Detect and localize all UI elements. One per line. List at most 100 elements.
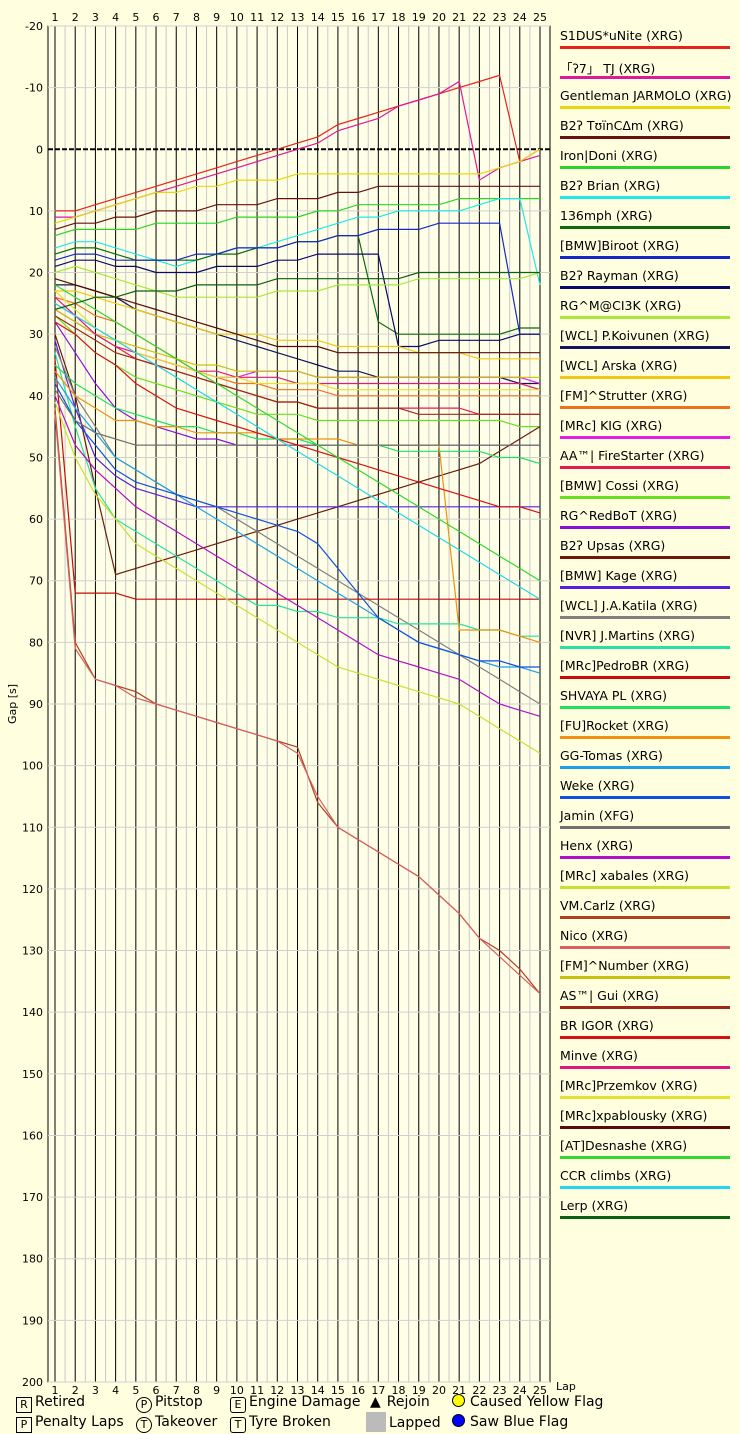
series-line xyxy=(54,352,540,637)
series-line xyxy=(54,302,541,600)
key-retired-label: Retired xyxy=(35,1394,86,1410)
series-line xyxy=(54,321,541,514)
legend-label: [MRc] xabales (XRG) xyxy=(560,868,690,883)
legend-swatch xyxy=(560,616,730,619)
legend-swatch xyxy=(560,106,730,109)
legend-label: [MRc]PedroBR (XRG) xyxy=(560,658,690,673)
x-tick-bottom: 12 xyxy=(270,1384,284,1397)
legend-label: 136mph (XRG) xyxy=(560,208,653,223)
x-tick-bottom: 24 xyxy=(513,1384,527,1397)
legend-item: Jamin (XFG) xyxy=(560,808,732,838)
x-tick-top: 3 xyxy=(92,11,99,24)
y-tick-labels: -20 -10 0 10 20 30 40 50 60 70 80 90 100 110 120 130 140… xyxy=(22,20,43,1389)
legend-label: S1DUS*uNite (XRG) xyxy=(560,28,683,43)
y-tick: 170 xyxy=(22,1191,43,1204)
legend-swatch xyxy=(560,676,730,679)
series-line xyxy=(54,395,541,717)
y-tick: 100 xyxy=(22,760,43,773)
legend-item: AS™| Gui (XRG) xyxy=(560,988,732,1018)
legend-label: Lerp (XRG) xyxy=(560,1198,629,1213)
x-tick-top: 7 xyxy=(173,11,180,24)
y-tick: 50 xyxy=(29,451,43,464)
legend-label: Minve (XRG) xyxy=(560,1048,638,1063)
x-tick-top: 2 xyxy=(72,11,79,24)
legend-label: Iron|Doni (XRG) xyxy=(560,148,658,163)
x-tick-top: 15 xyxy=(331,11,345,24)
x-tick-top: 22 xyxy=(472,11,486,24)
legend-item: B2ʔ Rayman (XRG) xyxy=(560,268,732,298)
legend-swatch xyxy=(560,466,730,469)
rejoin-icon: ▲ xyxy=(370,1394,381,1410)
legend-label: VM.Carlz (XRG) xyxy=(560,898,656,913)
legend-item: [MRc] KIG (XRG) xyxy=(560,418,732,448)
series-line xyxy=(54,334,541,576)
legend-item: [FU]Rocket (XRG) xyxy=(560,718,732,748)
key-rejoin-label: Rejoin xyxy=(386,1394,430,1410)
x-tick-top: 18 xyxy=(392,11,406,24)
legend-swatch xyxy=(560,436,730,439)
y-tick: 200 xyxy=(22,1376,43,1389)
y-tick: 70 xyxy=(29,575,43,588)
legend-item: Nico (XRG) xyxy=(560,928,732,958)
y-tick: 160 xyxy=(22,1129,43,1142)
legend-swatch xyxy=(560,256,730,259)
key-yellow-label: Caused Yellow Flag xyxy=(470,1394,604,1410)
key-pitstop: P Pitstop xyxy=(136,1394,203,1413)
x-tick-top: 24 xyxy=(513,11,527,24)
legend-item: RG^RedBoT (XRG) xyxy=(560,508,732,538)
x-tick-bottom: 5 xyxy=(132,1384,139,1397)
legend-swatch xyxy=(560,316,730,319)
series-line xyxy=(54,198,540,237)
legend-label: [MRc]xpablousky (XRG) xyxy=(560,1108,708,1123)
x-tick-bottom: 9 xyxy=(213,1384,220,1397)
legend-item: [MRc]PedroBR (XRG) xyxy=(560,658,732,688)
x-tick-top: 11 xyxy=(250,11,264,24)
series-line xyxy=(54,414,541,995)
legend-swatch xyxy=(560,1066,730,1069)
legend-swatch xyxy=(560,946,730,949)
series-line xyxy=(54,315,540,428)
x-axis-label: Lap xyxy=(556,1380,576,1393)
legend-swatch xyxy=(560,1216,730,1219)
legend-label: 「ʔ7」 TJ (XRG) xyxy=(560,61,656,76)
y-tick: 180 xyxy=(22,1253,43,1266)
legend-swatch xyxy=(560,826,730,829)
legend-item: Weke (XRG) xyxy=(560,778,732,808)
x-tick-bottom: 3 xyxy=(92,1384,99,1397)
legend-item: B2ʔ Upsas (XRG) xyxy=(560,538,732,568)
legend-label: [MRc]Przemkov (XRG) xyxy=(560,1078,698,1093)
legend-swatch xyxy=(560,586,730,589)
takeover-icon: T xyxy=(136,1417,152,1433)
y-tick: 110 xyxy=(22,821,43,834)
key-penalty: P Penalty Laps xyxy=(16,1414,124,1433)
legend-swatch xyxy=(560,46,730,49)
legend-item: [BMW] Kage (XRG) xyxy=(560,568,732,598)
legend-item: Iron|Doni (XRG) xyxy=(560,148,732,178)
legend-item: 「ʔ7」 TJ (XRG) xyxy=(560,58,732,88)
y-tick: 90 xyxy=(29,698,43,711)
y-tick: -10 xyxy=(25,82,43,95)
x-tick-bottom: 16 xyxy=(351,1384,365,1397)
x-tick-bottom: 25 xyxy=(533,1384,547,1397)
legend-item: B2ʔ TʊïnCΔm (XRG) xyxy=(560,118,732,148)
legend-swatch xyxy=(560,376,730,379)
legend-swatch xyxy=(560,736,730,739)
x-tick-top: 16 xyxy=(351,11,365,24)
x-tick-top: 10 xyxy=(230,11,244,24)
x-tick-bottom: 18 xyxy=(392,1384,406,1397)
legend-item: SHVAYA PL (XRG) xyxy=(560,688,732,718)
legend-item: VM.Carlz (XRG) xyxy=(560,898,732,928)
y-tick: 0 xyxy=(36,143,43,156)
legend-item: [BMW]Biroot (XRG) xyxy=(560,238,732,268)
y-tick: -20 xyxy=(25,20,43,33)
legend-item: B2ʔ Brian (XRG) xyxy=(560,178,732,208)
y-tick: 120 xyxy=(22,883,43,896)
legend-label: BR IGOR (XRG) xyxy=(560,1018,654,1033)
x-tick-bottom: 1 xyxy=(52,1384,59,1397)
legend-item: BR IGOR (XRG) xyxy=(560,1018,732,1048)
legend-label: RG^RedBoT (XRG) xyxy=(560,508,678,523)
legend-swatch xyxy=(560,766,730,769)
legend-label: [BMW] Cossi (XRG) xyxy=(560,478,679,493)
legend-item: [WCL] J.A.Katila (XRG) xyxy=(560,598,732,628)
